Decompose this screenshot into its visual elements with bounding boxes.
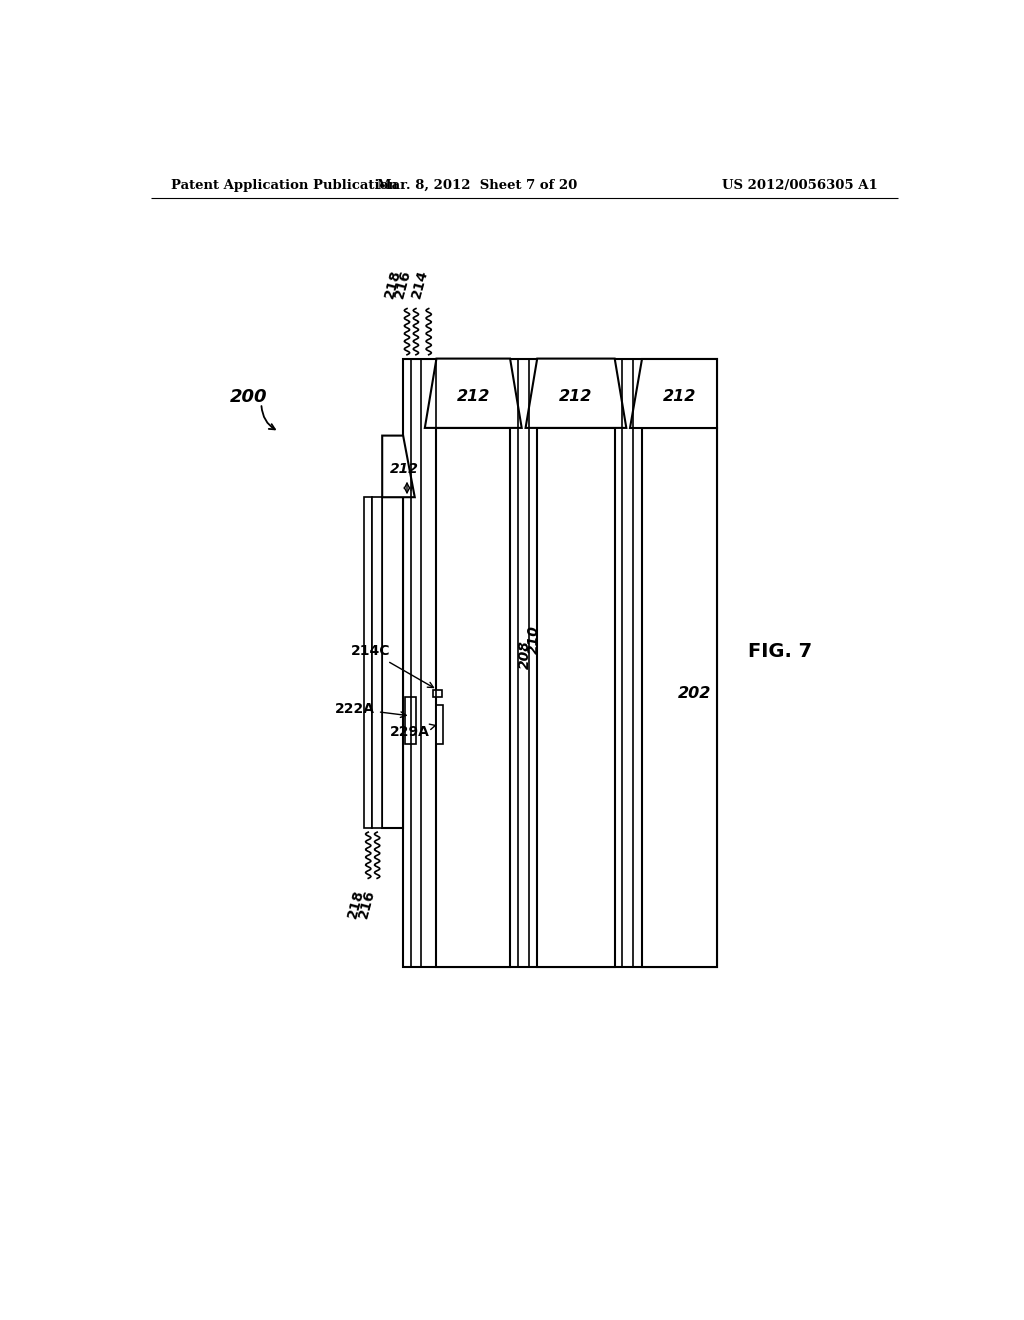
Text: 210: 210 (527, 626, 541, 655)
Bar (382, 498, 403, 829)
Bar (436, 705, 442, 743)
Bar (432, 689, 442, 697)
Text: US 2012/0056305 A1: US 2012/0056305 A1 (723, 178, 879, 191)
Text: 212: 212 (390, 462, 419, 477)
Bar (436, 428, 510, 966)
Text: 218: 218 (346, 887, 367, 920)
Bar (372, 498, 382, 829)
Text: l: l (410, 483, 414, 492)
Polygon shape (630, 359, 717, 428)
Bar (404, 697, 417, 743)
Bar (403, 359, 717, 966)
Text: 222A: 222A (335, 702, 407, 717)
Text: 216: 216 (392, 268, 414, 300)
Text: 212: 212 (663, 389, 696, 404)
Bar (642, 428, 717, 966)
Polygon shape (425, 359, 521, 428)
Text: 214C: 214C (350, 644, 433, 688)
Polygon shape (382, 436, 415, 498)
Bar (365, 498, 372, 829)
Text: Mar. 8, 2012  Sheet 7 of 20: Mar. 8, 2012 Sheet 7 of 20 (377, 178, 577, 191)
Text: 229A: 229A (390, 725, 435, 739)
Text: 214: 214 (410, 268, 430, 300)
Polygon shape (525, 359, 627, 428)
Text: 208: 208 (518, 640, 531, 669)
Bar (538, 428, 614, 966)
Text: 200: 200 (229, 388, 267, 407)
Text: 218: 218 (382, 268, 403, 300)
Text: 212: 212 (457, 389, 489, 404)
Text: 216: 216 (356, 887, 377, 919)
Text: Patent Application Publication: Patent Application Publication (171, 178, 397, 191)
Text: FIG. 7: FIG. 7 (748, 642, 812, 661)
Text: 202: 202 (678, 686, 712, 701)
Text: 212: 212 (559, 389, 593, 404)
